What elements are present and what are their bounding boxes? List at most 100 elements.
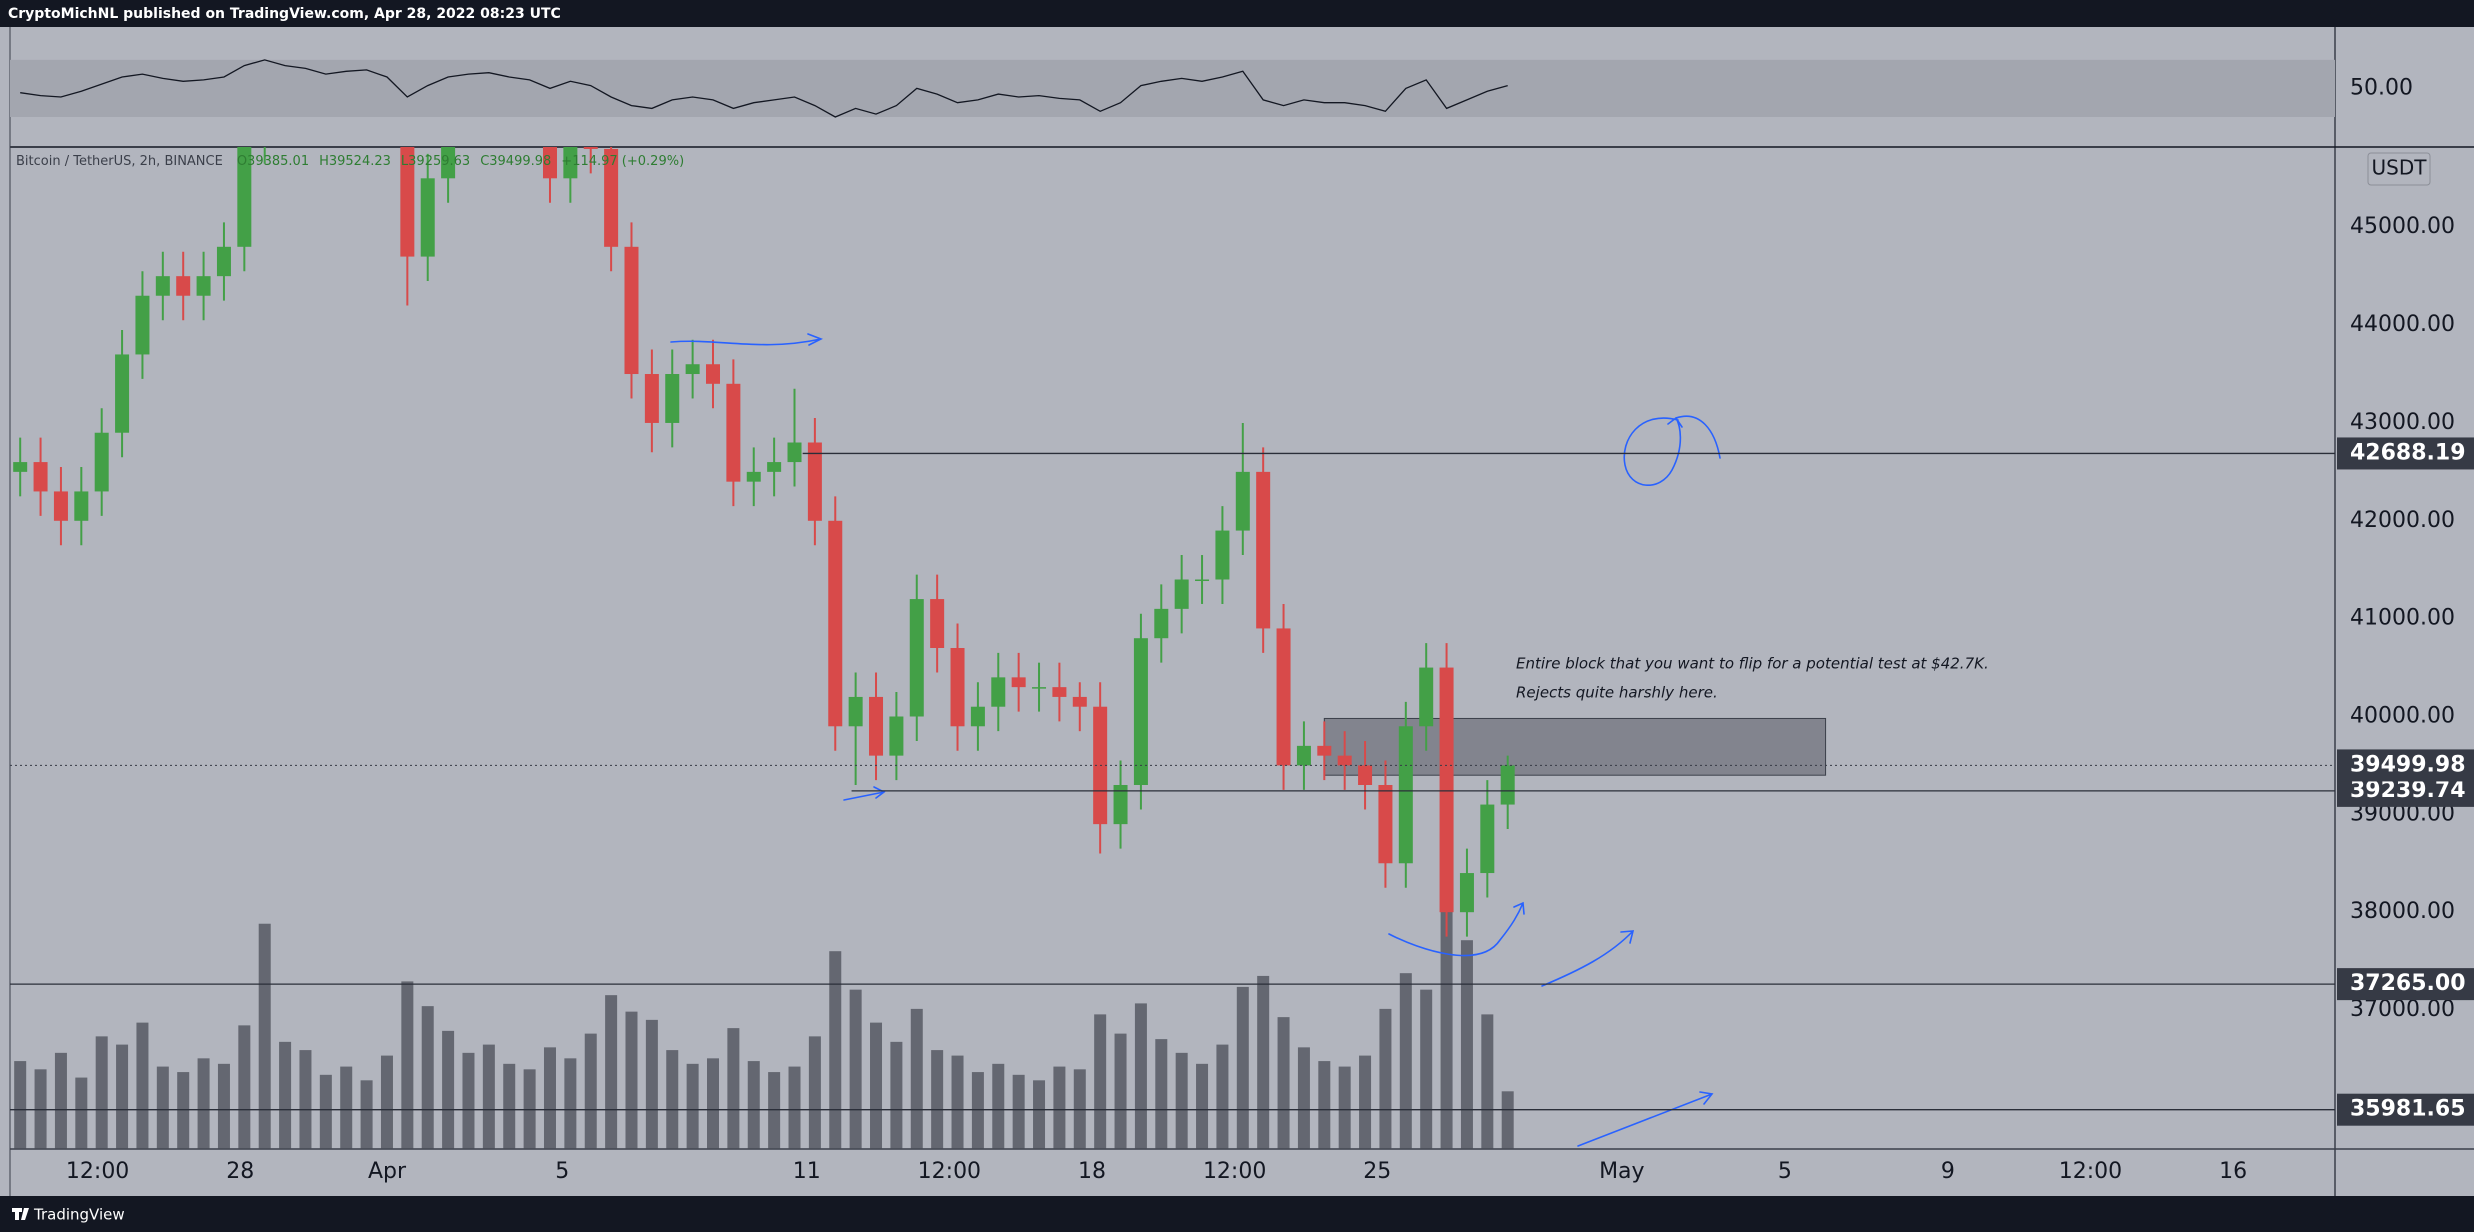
candle-body xyxy=(176,276,191,296)
volume-bar xyxy=(14,1061,27,1149)
volume-bar xyxy=(686,1063,699,1149)
candle-body xyxy=(135,295,150,355)
candle-body xyxy=(624,246,639,375)
rsi-line xyxy=(20,59,1508,118)
volume-bar xyxy=(747,1061,760,1149)
candle-body xyxy=(1256,471,1271,629)
rsi-pane xyxy=(10,59,2335,118)
footer-logo xyxy=(12,1208,29,1220)
volume-bar xyxy=(238,1025,251,1149)
volume-bar xyxy=(1216,1044,1229,1149)
candle-body xyxy=(1174,579,1189,609)
x-tick-label: 5 xyxy=(1778,1159,1792,1184)
volume-bar xyxy=(380,1055,393,1149)
annotation: Rejects quite harshly here. xyxy=(1516,684,1718,702)
candle-body xyxy=(563,147,578,179)
arrow xyxy=(1388,901,1525,957)
candle-body xyxy=(155,276,170,296)
candle-body xyxy=(74,491,89,521)
volume-bar xyxy=(1155,1039,1168,1149)
footer-bar xyxy=(0,1196,2474,1232)
volume-bar xyxy=(299,1050,312,1149)
arrow xyxy=(1541,930,1635,987)
volume-bar xyxy=(279,1041,292,1149)
x-tick-label: 9 xyxy=(1941,1159,1955,1184)
candle-body xyxy=(1500,765,1515,805)
candle-body xyxy=(1133,638,1148,785)
candle-body xyxy=(1378,784,1393,864)
x-tick-label: 11 xyxy=(793,1159,821,1184)
candle-body xyxy=(950,648,965,727)
candle-body xyxy=(1398,726,1413,864)
level-label: 37265.00 xyxy=(2350,971,2466,996)
ohlc-close: C39499.98 xyxy=(480,154,551,169)
candle-body xyxy=(33,462,48,492)
y-tick-label: 44000.00 xyxy=(2350,312,2455,337)
volume-bar xyxy=(1277,1017,1290,1149)
candle-body xyxy=(1011,677,1026,688)
candle-body xyxy=(991,677,1006,707)
symbol: Bitcoin / TetherUS, 2h, BINANCE xyxy=(16,154,223,169)
candle-body xyxy=(1154,608,1169,639)
candle-body xyxy=(1052,687,1067,697)
candle-body xyxy=(848,696,863,727)
arrow xyxy=(670,333,823,346)
volume-bar xyxy=(177,1072,190,1149)
volume-bar xyxy=(625,1011,638,1149)
level-label: 42688.19 xyxy=(2350,440,2466,465)
volume-bar xyxy=(54,1052,67,1149)
level-label-box xyxy=(2337,437,2474,470)
volume-bar xyxy=(605,995,618,1149)
volume-bar xyxy=(482,1044,495,1149)
candle-body xyxy=(216,246,231,277)
volume-bar xyxy=(1420,989,1433,1149)
candle-body xyxy=(909,599,924,717)
volume-bar xyxy=(666,1050,679,1149)
currency[interactable]: USDT xyxy=(2372,156,2428,180)
level-label: 39239.74 xyxy=(2350,778,2466,803)
y-tick-label: 37000.00 xyxy=(2350,997,2455,1022)
candle-body xyxy=(1215,530,1230,580)
volume-bar xyxy=(1440,899,1453,1149)
candle-body xyxy=(420,178,435,257)
volume-bar xyxy=(931,1050,944,1149)
candle-body xyxy=(1032,687,1047,689)
candle-body xyxy=(53,491,68,521)
volume-bar xyxy=(951,1055,964,1149)
candle-body xyxy=(400,147,415,257)
x-tick-label: May xyxy=(1599,1159,1644,1184)
level-label-box xyxy=(2337,968,2474,1001)
volume-bar xyxy=(910,1008,923,1149)
volume-bar xyxy=(788,1066,801,1149)
volume-bar xyxy=(543,1047,556,1149)
volume-bar xyxy=(1399,973,1412,1149)
volume-bar xyxy=(1318,1061,1331,1149)
volume-bar xyxy=(197,1058,210,1149)
x-tick-label: 28 xyxy=(226,1159,254,1184)
volume-bar xyxy=(971,1072,984,1149)
header-text: CryptoMichNL published on TradingView.co… xyxy=(8,6,561,22)
candle-body xyxy=(889,716,904,756)
volume-bar xyxy=(992,1063,1005,1149)
volume-bar xyxy=(319,1074,332,1149)
x-tick-label: 12:00 xyxy=(1203,1159,1266,1184)
volume-bar xyxy=(95,1036,108,1149)
candle-body xyxy=(1480,804,1495,874)
candle-body xyxy=(828,520,843,727)
volume-bar xyxy=(1297,1047,1310,1149)
arrow xyxy=(1577,1091,1714,1147)
volume-bar xyxy=(401,981,414,1149)
volume-bar xyxy=(340,1066,353,1149)
volume-bar xyxy=(707,1058,720,1149)
volume-bar xyxy=(1012,1074,1025,1149)
candle-body xyxy=(726,383,741,482)
level-label: 35981.65 xyxy=(2350,1097,2466,1122)
candle-body xyxy=(1337,755,1352,766)
currency-box[interactable] xyxy=(2367,152,2431,186)
footer-brand: TradingView xyxy=(33,1206,125,1224)
candle-body xyxy=(1317,745,1332,756)
volume-bar xyxy=(1053,1066,1066,1149)
volume-bar xyxy=(462,1052,475,1149)
candle-body xyxy=(767,462,782,472)
